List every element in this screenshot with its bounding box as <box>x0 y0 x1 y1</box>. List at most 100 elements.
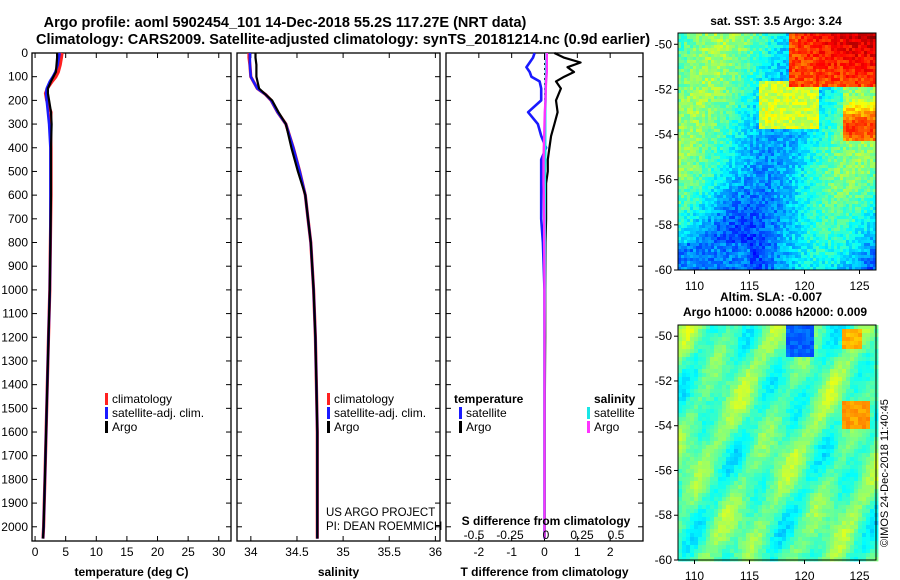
map-cell <box>687 162 691 166</box>
map-cell <box>831 111 835 115</box>
map-cell <box>729 99 733 103</box>
map-cell <box>789 150 793 154</box>
map-cell <box>699 147 703 151</box>
map-cell <box>795 45 799 49</box>
map-cell <box>678 234 682 238</box>
map-cell <box>852 177 856 181</box>
map-cell <box>750 189 754 193</box>
map-cell <box>708 144 712 148</box>
map-cell <box>846 129 850 133</box>
map-cell <box>705 84 709 88</box>
map-cell <box>678 174 682 178</box>
map-cell <box>765 240 769 244</box>
map-cell <box>771 168 775 172</box>
map-cell <box>822 93 826 97</box>
map-cell <box>828 234 832 238</box>
map-cell <box>738 60 742 64</box>
map-cell <box>819 237 823 241</box>
map-cell <box>744 162 748 166</box>
map-cell <box>816 150 820 154</box>
map-cell <box>807 195 811 199</box>
map-cell <box>813 114 817 118</box>
map-cell <box>777 114 781 118</box>
map-cell <box>825 81 829 85</box>
map-cell <box>681 243 685 247</box>
map-cell <box>726 129 730 133</box>
map-cell <box>705 222 709 226</box>
map-cell <box>828 210 832 214</box>
map-cell <box>837 72 841 76</box>
salinity-profile-panel: 34 34.5 35 35.5 36salinityclimatologysatelli… <box>236 52 442 579</box>
map-cell <box>765 75 769 79</box>
map-cell <box>717 117 721 121</box>
map-cell <box>708 174 712 178</box>
map-cell <box>708 36 712 40</box>
map-cell <box>759 153 763 157</box>
map-cell <box>843 168 847 172</box>
map-cell <box>771 93 775 97</box>
map-cell <box>846 168 850 172</box>
map-cell <box>726 120 730 124</box>
map-cell <box>834 111 838 115</box>
map-cell <box>813 132 817 136</box>
map-cell <box>741 144 745 148</box>
map-cell <box>717 90 721 94</box>
map-cell <box>873 75 877 79</box>
map-cell <box>738 216 742 220</box>
map-cell <box>798 228 802 232</box>
map-cell <box>834 222 838 226</box>
map-cell <box>684 117 688 121</box>
map-cell <box>678 57 682 61</box>
map-cell <box>867 189 871 193</box>
map-cell <box>819 81 823 85</box>
map-cell <box>816 231 820 235</box>
map-cell <box>759 117 763 121</box>
map-cell <box>831 81 835 85</box>
map-cell <box>792 78 796 82</box>
map-cell <box>789 105 793 109</box>
map-cell <box>759 171 763 175</box>
map-cell <box>801 228 805 232</box>
map-cell <box>798 153 802 157</box>
map-cell <box>747 33 751 37</box>
map-cell <box>834 69 838 73</box>
map-cell <box>783 177 787 181</box>
map-cell <box>756 183 760 187</box>
map-cell <box>711 210 715 214</box>
map-cell <box>759 72 763 76</box>
map-cell <box>837 219 841 223</box>
map-cell <box>738 201 742 205</box>
map-cell <box>846 75 850 79</box>
map-cell <box>840 237 844 241</box>
map-cell <box>867 162 871 166</box>
map-cell <box>690 222 694 226</box>
map-cell <box>678 219 682 223</box>
map-cell <box>837 150 841 154</box>
map-cell <box>786 171 790 175</box>
map-cell <box>831 63 835 67</box>
map-cell <box>840 75 844 79</box>
map-cell <box>753 54 757 58</box>
map-cell <box>825 234 829 238</box>
map-cell <box>681 162 685 166</box>
map-cell <box>717 108 721 112</box>
map-cell <box>858 99 862 103</box>
map-cell <box>870 72 874 76</box>
map-cell <box>768 87 772 91</box>
map-cell <box>813 186 817 190</box>
map-cell <box>726 150 730 154</box>
map-cell <box>798 216 802 220</box>
map-cell <box>756 129 760 133</box>
map-cell <box>780 84 784 88</box>
map-cell <box>783 51 787 55</box>
map-cell <box>855 195 859 199</box>
map-cell <box>849 195 853 199</box>
map-cell <box>825 246 829 250</box>
map-cell <box>753 165 757 169</box>
map-cell <box>711 90 715 94</box>
map-cell <box>723 135 727 139</box>
map-cell <box>792 48 796 52</box>
map-cell <box>828 213 832 217</box>
map-cell <box>867 201 871 205</box>
map-cell <box>753 129 757 133</box>
